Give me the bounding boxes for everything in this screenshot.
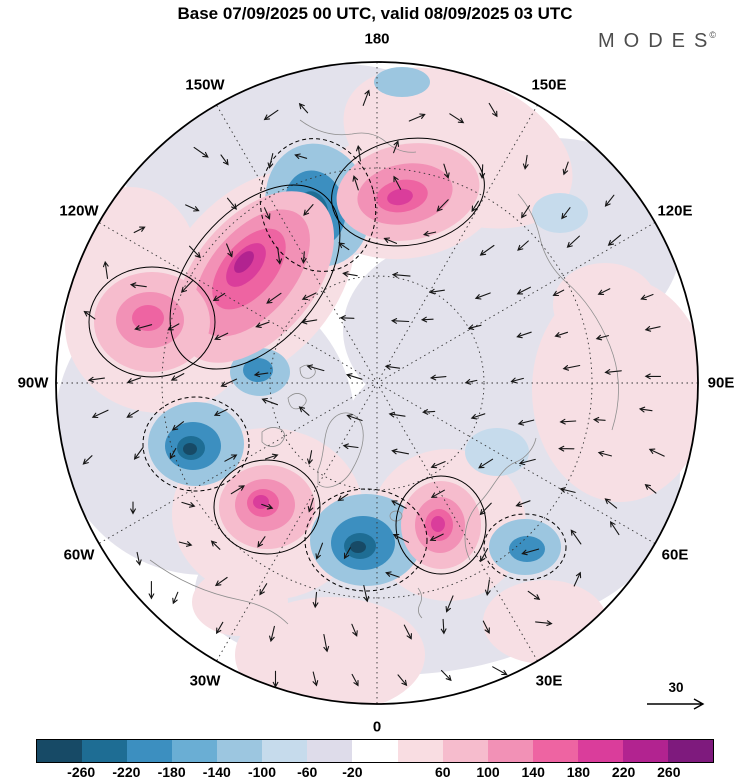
colorbar-tick-label: -100 [247, 764, 277, 780]
colorbar-tick-label: -140 [202, 764, 231, 780]
colorbar-segment [397, 740, 443, 762]
colorbar-tick-label: -60 [297, 764, 318, 780]
lon-label-150E: 150E [531, 77, 566, 94]
colorbar-tick-label: 60 [435, 764, 451, 780]
wind-vectors [82, 89, 665, 688]
colorbar-tick-label: 100 [476, 764, 500, 780]
colorbar-segment [262, 740, 308, 762]
colorbar-segment [577, 740, 623, 762]
colorbar-tick-label: 140 [521, 764, 545, 780]
colorbar-segment [487, 740, 533, 762]
longitude-labels: 180 150E 120E 90E 60E 30E 0 30W 60W 90W 120W 150W [18, 31, 735, 736]
modes-logo-copyright: © [709, 30, 716, 40]
colorbar [36, 739, 714, 763]
contour-lines [88, 137, 567, 592]
lon-label-120W: 120W [59, 203, 99, 220]
colorbar-segment [307, 740, 353, 762]
vector-reference: 30 [644, 680, 708, 716]
colorbar-segment [667, 740, 713, 762]
map-boundary [55, 61, 699, 705]
colorbar-tick-label: -180 [157, 764, 186, 780]
colorbar-segment [82, 740, 128, 762]
colorbar-tick-label: 260 [657, 764, 681, 780]
polar-map: 180 150E 120E 90E 60E 30E 0 30W 60W 90W 120W 150W [18, 31, 735, 736]
lon-label-120E: 120E [657, 203, 692, 220]
coastlines [149, 119, 619, 625]
anomaly-field [56, 63, 698, 704]
lon-label-150W: 150W [185, 77, 225, 94]
lon-label-60W: 60W [64, 547, 96, 564]
modes-logo: MODES© [598, 30, 716, 53]
vector-reference-arrow [647, 698, 705, 710]
colorbar-tick-label: -220 [112, 764, 141, 780]
colorbar-segment [172, 740, 218, 762]
colorbar-segment [352, 740, 398, 762]
lon-label-90E: 90E [708, 375, 735, 392]
chart-title: Base 07/09/2025 00 UTC, valid 08/09/2025… [177, 4, 573, 23]
lon-label-30E: 30E [536, 673, 563, 690]
colorbar-tick-label: 180 [566, 764, 591, 780]
colorbar-segment [37, 740, 83, 762]
colorbar-tick-label: 220 [611, 764, 636, 780]
colorbar-tick-label: -260 [67, 764, 96, 780]
vector-reference-value: 30 [668, 680, 684, 695]
colorbar-segment [217, 740, 263, 762]
graticule [56, 62, 698, 704]
colorbar-segment [532, 740, 578, 762]
lon-label-0: 0 [373, 719, 381, 736]
lon-label-180: 180 [364, 31, 389, 48]
colorbar-segment [442, 740, 488, 762]
lon-label-60E: 60E [662, 547, 689, 564]
modes-logo-text: MODES [598, 30, 717, 52]
colorbar-tick-label: -20 [342, 764, 363, 780]
colorbar-segment [622, 740, 668, 762]
lon-label-90W: 90W [18, 375, 50, 392]
lon-label-30W: 30W [190, 673, 222, 690]
colorbar-segment [127, 740, 173, 762]
